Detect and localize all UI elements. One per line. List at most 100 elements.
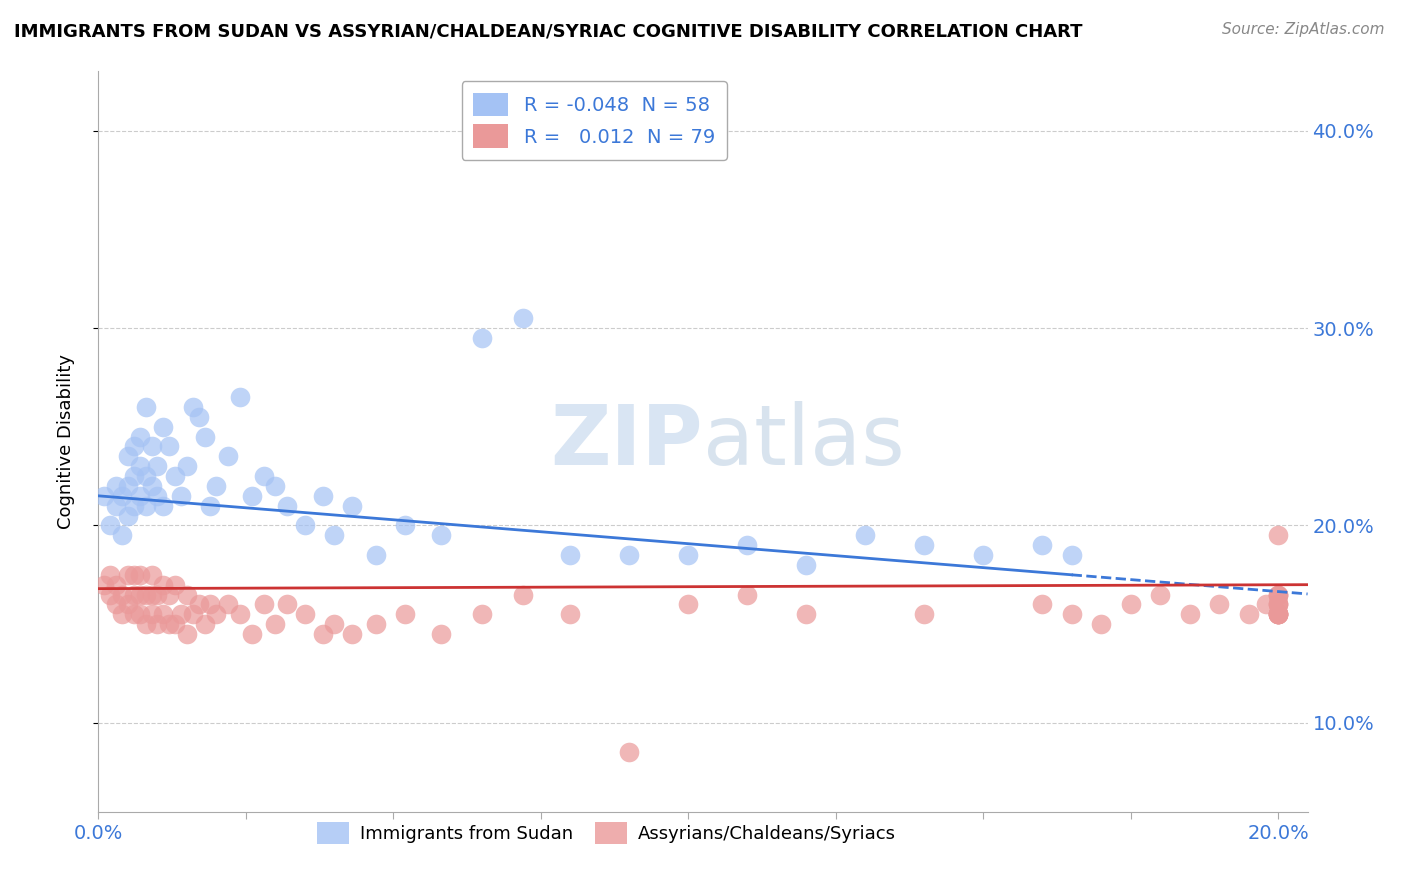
Point xyxy=(157,617,180,632)
Point xyxy=(1256,598,1278,612)
Point xyxy=(1267,588,1289,602)
Point xyxy=(1267,607,1289,622)
Point xyxy=(394,607,416,622)
Point xyxy=(122,607,145,622)
Point xyxy=(194,617,217,632)
Point xyxy=(294,607,316,622)
Point xyxy=(311,489,333,503)
Point xyxy=(323,617,346,632)
Point xyxy=(1031,598,1053,612)
Point xyxy=(276,598,298,612)
Point xyxy=(170,607,193,622)
Point xyxy=(135,400,157,414)
Point xyxy=(1119,598,1142,612)
Point xyxy=(394,518,416,533)
Point xyxy=(176,588,198,602)
Point xyxy=(735,538,758,552)
Point xyxy=(678,548,700,562)
Point xyxy=(187,409,209,424)
Point xyxy=(141,607,163,622)
Point xyxy=(1267,598,1289,612)
Point xyxy=(187,598,209,612)
Point xyxy=(200,598,222,612)
Point xyxy=(619,548,641,562)
Point xyxy=(972,548,994,562)
Point xyxy=(364,548,387,562)
Point xyxy=(117,567,139,582)
Text: atlas: atlas xyxy=(703,401,904,482)
Point xyxy=(1267,607,1289,622)
Point xyxy=(146,617,169,632)
Point xyxy=(146,588,169,602)
Point xyxy=(429,627,451,641)
Point xyxy=(619,746,641,760)
Point xyxy=(340,499,363,513)
Point xyxy=(471,331,494,345)
Point xyxy=(122,440,145,454)
Point xyxy=(1060,548,1083,562)
Point xyxy=(165,617,187,632)
Point xyxy=(364,617,387,632)
Point xyxy=(117,479,139,493)
Point xyxy=(170,489,193,503)
Point xyxy=(1208,598,1230,612)
Point xyxy=(141,588,163,602)
Point xyxy=(128,489,150,503)
Point xyxy=(122,499,145,513)
Point xyxy=(152,577,174,591)
Text: ZIP: ZIP xyxy=(551,401,703,482)
Point xyxy=(176,627,198,641)
Point xyxy=(1267,607,1289,622)
Point xyxy=(1267,588,1289,602)
Point xyxy=(1267,607,1289,622)
Point xyxy=(141,479,163,493)
Point xyxy=(122,588,145,602)
Point xyxy=(128,429,150,443)
Point xyxy=(128,588,150,602)
Point xyxy=(111,588,134,602)
Point xyxy=(340,627,363,641)
Point xyxy=(135,469,157,483)
Point xyxy=(1267,598,1289,612)
Point xyxy=(152,607,174,622)
Point xyxy=(117,450,139,464)
Point xyxy=(912,607,935,622)
Point xyxy=(128,459,150,474)
Point xyxy=(205,607,228,622)
Point xyxy=(157,588,180,602)
Point xyxy=(252,598,274,612)
Point xyxy=(98,567,121,582)
Point xyxy=(1267,607,1289,622)
Point xyxy=(276,499,298,513)
Point xyxy=(146,489,169,503)
Point xyxy=(117,598,139,612)
Point xyxy=(205,479,228,493)
Point xyxy=(128,567,150,582)
Point xyxy=(105,598,128,612)
Point xyxy=(93,577,115,591)
Point xyxy=(152,419,174,434)
Point xyxy=(1267,528,1289,542)
Point xyxy=(111,528,134,542)
Point xyxy=(429,528,451,542)
Point xyxy=(141,440,163,454)
Point xyxy=(512,588,534,602)
Point xyxy=(853,528,876,542)
Point xyxy=(93,489,115,503)
Point xyxy=(152,499,174,513)
Point xyxy=(1178,607,1201,622)
Point xyxy=(1267,588,1289,602)
Point xyxy=(217,450,239,464)
Point xyxy=(512,311,534,326)
Point xyxy=(105,499,128,513)
Point xyxy=(165,469,187,483)
Point xyxy=(105,577,128,591)
Point xyxy=(1031,538,1053,552)
Point xyxy=(1060,607,1083,622)
Point xyxy=(560,607,582,622)
Point xyxy=(135,617,157,632)
Point xyxy=(735,588,758,602)
Point xyxy=(912,538,935,552)
Point xyxy=(794,607,817,622)
Point xyxy=(794,558,817,572)
